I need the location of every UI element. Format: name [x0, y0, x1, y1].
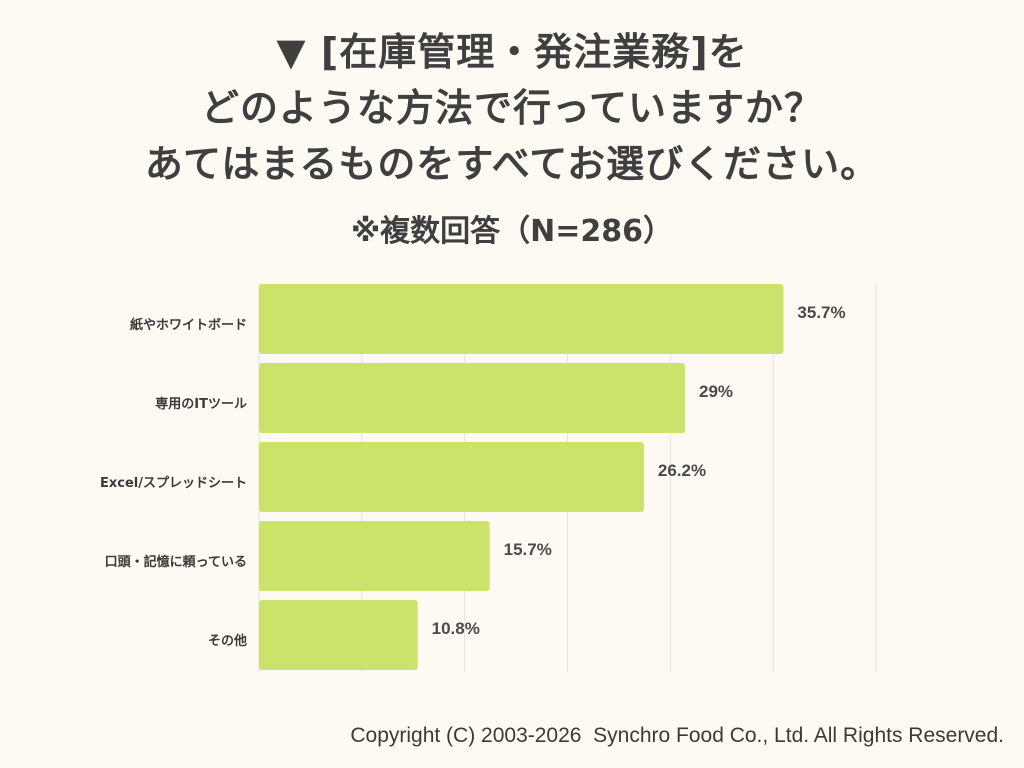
chart-subtitle: ※複数回答（N=286）	[350, 214, 674, 249]
chart-title: ▼ [在庫管理・発注業務]を どのような方法で行っていますか？ あてはまるものを…	[0, 24, 1024, 192]
value-label: 26.2%	[658, 461, 706, 480]
category-label: 紙やホワイトボード	[130, 317, 247, 333]
bar-3	[259, 521, 490, 591]
value-label: 15.7%	[504, 540, 552, 559]
title-line-3: あてはまるものをすべてお選びください。	[144, 142, 880, 186]
category-label: 口頭・記憶に頼っている	[105, 554, 247, 570]
category-label: その他	[208, 633, 247, 649]
value-label: 35.7%	[797, 303, 845, 322]
value-label: 29%	[699, 382, 733, 401]
bar-2	[259, 442, 644, 512]
bar-0	[259, 284, 784, 354]
category-label: Excel/スプレッドシート	[100, 476, 247, 491]
value-labels: 35.7% 29% 26.2% 15.7% 10.8%	[432, 303, 846, 638]
copyright-notice: Copyright (C) 2003-2026 Synchro Food Co.…	[350, 724, 1004, 747]
category-label: 専用のITツール	[155, 396, 247, 412]
bars	[259, 284, 784, 670]
title-line-2: どのような方法で行っていますか？	[200, 86, 824, 130]
title-line-1: ▼ [在庫管理・発注業務]を	[276, 30, 748, 74]
bar-4	[259, 600, 418, 670]
bar-1	[259, 363, 686, 433]
value-label: 10.8%	[432, 619, 480, 638]
